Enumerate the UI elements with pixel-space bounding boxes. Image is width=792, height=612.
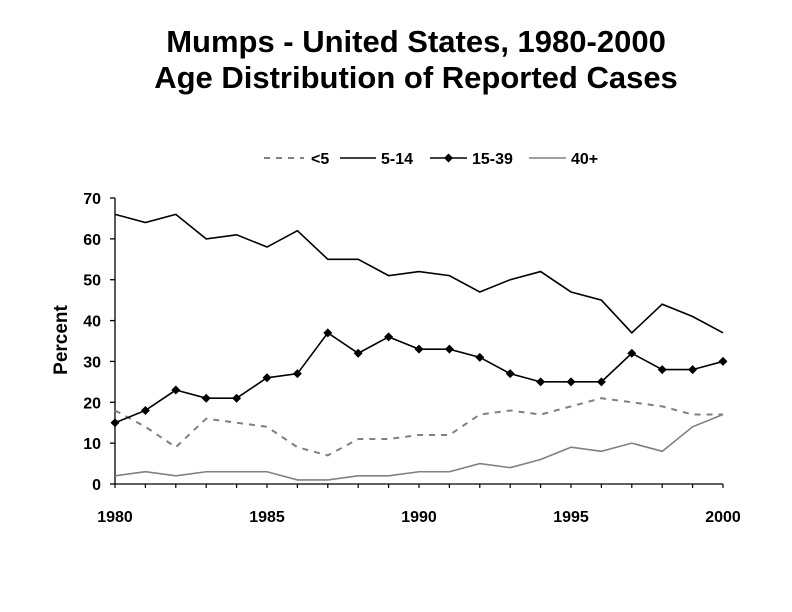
data-point-marker bbox=[596, 377, 606, 387]
y-tick-label: 70 bbox=[83, 191, 101, 208]
x-tick-label: 1995 bbox=[553, 509, 589, 526]
legend-label-0: <5 bbox=[311, 151, 329, 168]
data-point-marker bbox=[140, 405, 150, 415]
data-point-marker bbox=[627, 348, 637, 358]
axes: 0 10 20 30 40 50 60 70 1980 1985 1990 1995 2000 bbox=[83, 191, 741, 526]
legend-label-1: 5-14 bbox=[381, 151, 413, 168]
series-line-1 bbox=[114, 213, 724, 334]
chart-title: Mumps - United States, 1980-2000 Age Dis… bbox=[0, 24, 792, 96]
data-point-marker bbox=[536, 377, 546, 387]
y-tick-label: 40 bbox=[83, 314, 101, 331]
data-point-marker bbox=[414, 344, 424, 354]
legend: <5 5-14 15-39 40+ bbox=[264, 151, 598, 168]
data-point-marker bbox=[505, 369, 515, 379]
x-tick-label: 1990 bbox=[401, 509, 437, 526]
legend-label-2: 15-39 bbox=[472, 151, 513, 168]
data-point-marker bbox=[657, 365, 667, 375]
x-tick-label: 2000 bbox=[705, 509, 741, 526]
chart-title-line1: Mumps - United States, 1980-2000 bbox=[166, 24, 666, 59]
data-point-marker bbox=[171, 385, 181, 395]
y-tick-label: 60 bbox=[83, 232, 101, 249]
data-point-marker bbox=[201, 393, 211, 403]
y-tick-label: 50 bbox=[83, 273, 101, 290]
y-tick-label: 10 bbox=[83, 436, 101, 453]
series-line-3 bbox=[114, 413, 724, 481]
data-point-marker bbox=[718, 356, 728, 366]
series-layer bbox=[110, 213, 728, 481]
data-point-marker bbox=[323, 328, 333, 338]
series-line-0 bbox=[114, 397, 723, 457]
x-tick-label: 1980 bbox=[97, 509, 133, 526]
data-point-marker bbox=[292, 369, 302, 379]
data-point-marker bbox=[353, 348, 363, 358]
y-tick-label: 0 bbox=[92, 477, 101, 494]
y-axis-label: Percent bbox=[51, 304, 72, 374]
legend-label-3: 40+ bbox=[571, 151, 598, 168]
data-point-marker bbox=[475, 352, 485, 362]
y-tick-label: 30 bbox=[83, 354, 101, 371]
data-point-marker bbox=[384, 332, 394, 342]
x-tick-label: 1985 bbox=[249, 509, 285, 526]
data-point-marker bbox=[232, 393, 242, 403]
chart-subtitle: Age Distribution of Reported Cases bbox=[154, 60, 678, 95]
legend-marker bbox=[444, 153, 453, 163]
data-point-marker bbox=[262, 373, 272, 383]
data-point-marker bbox=[110, 418, 120, 428]
data-point-marker bbox=[688, 365, 698, 375]
y-tick-label: 20 bbox=[83, 395, 101, 412]
data-point-marker bbox=[566, 377, 576, 387]
data-point-marker bbox=[444, 344, 454, 354]
